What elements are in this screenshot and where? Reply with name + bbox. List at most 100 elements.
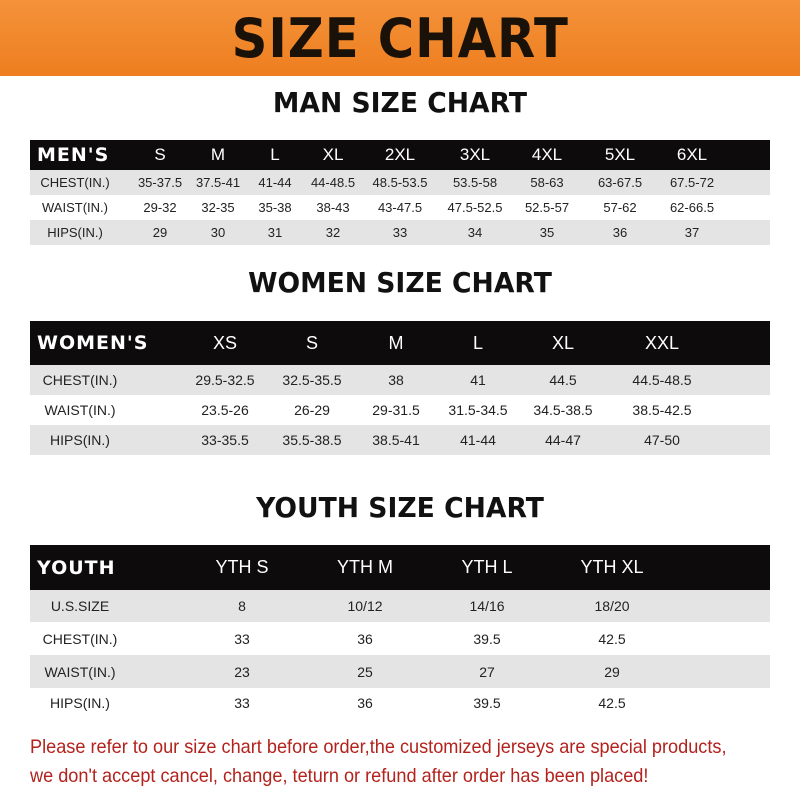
- notice: Please refer to our size chart before or…: [30, 733, 737, 791]
- table-cell: 31: [267, 225, 283, 240]
- table-label: WOMEN'S: [37, 332, 149, 354]
- header-row: MEN'S S M L XL 2XL 3XL 4XL 5XL 6XL: [30, 140, 770, 170]
- table-cell: 18/20: [594, 598, 630, 614]
- men-size-table: MEN'S S M L XL 2XL 3XL 4XL 5XL 6XL CHEST(IN.) 35-37…: [30, 140, 770, 245]
- table-cell: 62-66.5: [669, 200, 715, 215]
- row-label: HIPS(IN.): [50, 695, 110, 711]
- table-cell: 35.5-38.5: [282, 432, 342, 448]
- table-cell: 36: [612, 225, 628, 240]
- table-row: CHEST(IN.) 35-37.5 37.5-41 41-44 44-48.5 48.5…: [30, 170, 770, 195]
- table-cell: 38.5-41: [372, 432, 420, 448]
- table-cell: 35-37.5: [137, 175, 183, 190]
- table-cell: 44.5: [549, 372, 577, 388]
- youth-size-table: YOUTH YTH S YTH M YTH L YTH XL U.S.SIZE 8 10/12…: [30, 545, 770, 718]
- table-cell: 44.5-48.5: [632, 372, 692, 388]
- table-cell: 23: [234, 663, 250, 680]
- size-header: XL: [551, 332, 575, 353]
- table-cell: 41-44: [258, 175, 292, 190]
- size-header: YTH L: [461, 557, 513, 577]
- table-cell: 26-29: [294, 402, 330, 418]
- table-cell: 33: [234, 630, 250, 647]
- table-row: HIPS(IN.) 33 36 39.5 42.5: [30, 688, 770, 718]
- table-cell: 43-47.5: [377, 200, 423, 215]
- table-cell: 35: [539, 225, 555, 240]
- table-cell: 31.5-34.5: [448, 402, 508, 418]
- table-cell: 67.5-72: [669, 175, 715, 190]
- row-label: WAIST(IN.): [44, 663, 116, 680]
- row-label: U.S.SIZE: [50, 598, 110, 614]
- header-row: WOMEN'S XS S M L XL XXL: [30, 321, 770, 365]
- size-header: 3XL: [459, 145, 491, 164]
- table-cell: 39.5: [473, 630, 501, 647]
- notice-line: we don't accept cancel, change, teturn o…: [30, 765, 649, 787]
- table-cell: 42.5: [598, 630, 626, 647]
- size-header: S: [305, 332, 319, 353]
- table-cell: 34.5-38.5: [533, 402, 593, 418]
- table-cell: 36: [357, 630, 373, 647]
- table-cell: 29: [604, 663, 620, 680]
- size-header: 4XL: [531, 145, 563, 164]
- table-cell: 41-44: [460, 432, 496, 448]
- table-cell: 37: [684, 225, 700, 240]
- table-row: HIPS(IN.) 29 30 31 32 33 34 35 36 37: [30, 220, 770, 245]
- men-title: MAN SIZE CHART: [272, 86, 528, 119]
- table-cell: 29-32: [143, 200, 177, 215]
- table-label: MEN'S: [37, 144, 110, 166]
- table-cell: 14/16: [469, 598, 505, 614]
- table-cell: 35-38: [258, 200, 292, 215]
- table-row: WAIST(IN.) 29-32 32-35 35-38 38-43 43-47.5 47.…: [30, 195, 770, 220]
- table-row: HIPS(IN.) 33-35.5 35.5-38.5 38.5-41 41-44 44-…: [30, 425, 770, 455]
- table-cell: 29.5-32.5: [195, 372, 255, 388]
- row-label: WAIST(IN.): [42, 200, 108, 215]
- table-row: U.S.SIZE 8 10/12 14/16 18/20: [30, 590, 770, 622]
- table-cell: 10/12: [347, 598, 383, 614]
- notice-line: Please refer to our size chart before or…: [30, 736, 727, 758]
- size-header: XXL: [644, 332, 680, 353]
- table-cell: 33: [392, 225, 408, 240]
- table-cell: 27: [479, 663, 495, 680]
- table-cell: 38: [388, 372, 404, 388]
- table-cell: 32.5-35.5: [282, 372, 342, 388]
- size-header: YTH M: [337, 557, 393, 577]
- table-cell: 44-48.5: [310, 175, 356, 190]
- table-cell: 36: [357, 695, 373, 711]
- banner-title: SIZE CHART: [231, 6, 569, 70]
- row-label: WAIST(IN.): [44, 402, 116, 418]
- women-title: WOMEN SIZE CHART: [248, 266, 552, 299]
- table-row: CHEST(IN.) 29.5-32.5 32.5-35.5 38 41 44.5 44.5…: [30, 365, 770, 395]
- table-cell: 38.5-42.5: [632, 402, 692, 418]
- table-row: WAIST(IN.) 23 25 27 29: [30, 655, 770, 688]
- table-cell: 32: [325, 225, 341, 240]
- size-header: M: [210, 145, 226, 164]
- table-cell: 41: [470, 372, 486, 388]
- table-cell: 32-35: [201, 200, 235, 215]
- table-cell: 25: [357, 663, 373, 680]
- women-size-table: WOMEN'S XS S M L XL XXL CHEST(IN.) 29.5-32.5 32.5…: [30, 321, 770, 455]
- table-cell: 38-43: [316, 200, 350, 215]
- table-cell: 39.5: [473, 695, 501, 711]
- size-header: 2XL: [384, 145, 416, 164]
- table-cell: 57-62: [603, 200, 637, 215]
- table-cell: 58-63: [530, 175, 564, 190]
- size-header: 5XL: [604, 145, 636, 164]
- table-cell: 47.5-52.5: [447, 200, 503, 215]
- table-cell: 53.5-58: [452, 175, 498, 190]
- size-header: L: [472, 332, 484, 353]
- table-cell: 30: [210, 225, 226, 240]
- size-header: S: [154, 145, 166, 164]
- table-cell: 52.5-57: [524, 200, 570, 215]
- table-row: CHEST(IN.) 33 36 39.5 42.5: [30, 622, 770, 655]
- size-header: L: [270, 145, 280, 164]
- table-cell: 63-67.5: [597, 175, 643, 190]
- header-row: YOUTH YTH S YTH M YTH L YTH XL: [30, 545, 770, 590]
- table-cell: 44-47: [545, 432, 581, 448]
- youth-title: YOUTH SIZE CHART: [256, 491, 544, 524]
- row-label: CHEST(IN.): [42, 630, 118, 647]
- table-row: WAIST(IN.) 23.5-26 26-29 29-31.5 31.5-34.5 34…: [30, 395, 770, 425]
- banner: SIZE CHART: [0, 0, 800, 76]
- row-label: CHEST(IN.): [40, 175, 110, 190]
- table-cell: 42.5: [598, 695, 626, 711]
- size-header: XS: [212, 332, 238, 353]
- row-label: CHEST(IN.): [42, 372, 118, 388]
- table-cell: 47-50: [644, 432, 680, 448]
